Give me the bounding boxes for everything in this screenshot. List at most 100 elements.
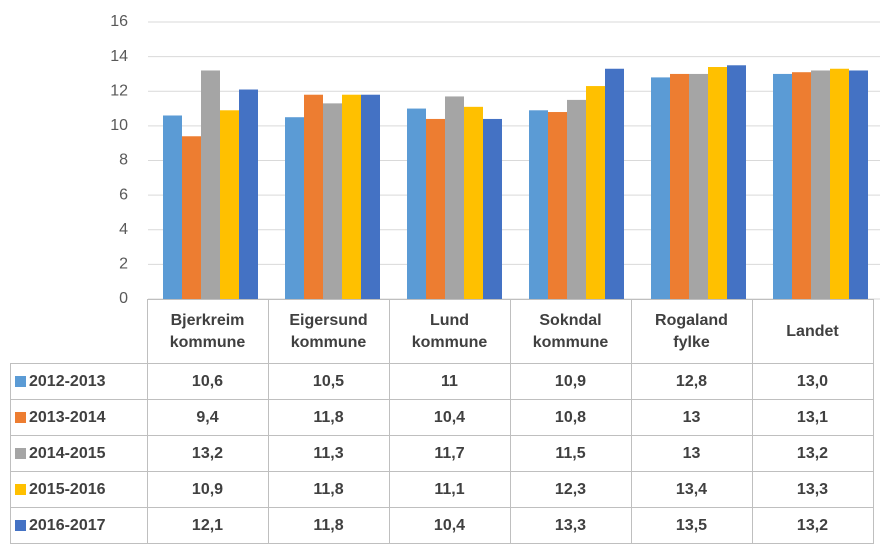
- bar: [426, 118, 445, 299]
- category-label: Sokndal kommune: [509, 299, 632, 364]
- bar: [361, 94, 380, 300]
- data-row: 2013-2014 9,4 11,8 10,4 10,8 13 13,1: [10, 399, 874, 436]
- y-tick-label: 10: [110, 117, 128, 134]
- value-cell: 13,2: [751, 507, 874, 544]
- value-cell: 13,5: [630, 507, 753, 544]
- bar: [182, 136, 201, 299]
- y-tick-label: 8: [119, 152, 128, 169]
- bar: [323, 103, 342, 300]
- bar: [548, 112, 567, 300]
- row-label: 2014-2015: [10, 435, 148, 472]
- bar: [285, 117, 304, 299]
- legend-swatch: [15, 375, 26, 387]
- row-label: 2012-2013: [10, 363, 148, 400]
- value-cell: 13,2: [146, 435, 269, 472]
- bar: [830, 68, 849, 300]
- bar: [605, 68, 624, 300]
- value-cell: 11: [388, 363, 511, 400]
- value-cell: 13,4: [630, 471, 753, 508]
- data-row: 2012-2013 10,6 10,5 11 10,9 12,8 13,0: [10, 363, 874, 400]
- header-row: Bjerkreim kommune Eigersund kommune Lund k…: [10, 299, 874, 364]
- value-cell: 11,7: [388, 435, 511, 472]
- bar: [727, 65, 746, 299]
- category-label: Lund kommune: [388, 299, 511, 364]
- legend-label: 2012-2013: [29, 372, 106, 390]
- data-table: Bjerkreim kommune Eigersund kommune Lund k…: [10, 299, 874, 544]
- row-label: 2013-2014: [10, 399, 148, 436]
- bar: [792, 72, 811, 299]
- y-tick-label: 6: [119, 186, 128, 203]
- row-label: 2015-2016: [10, 471, 148, 508]
- y-tick-label: 2: [119, 256, 128, 273]
- value-cell: 11,8: [267, 471, 390, 508]
- value-cell: 10,9: [509, 363, 632, 400]
- value-cell: 13: [630, 435, 753, 472]
- value-cell: 13,3: [509, 507, 632, 544]
- legend-label: 2014-2015: [29, 444, 106, 462]
- value-cell: 13,1: [751, 399, 874, 436]
- bar: [220, 110, 239, 299]
- bar: [239, 89, 258, 299]
- legend-label: 2015-2016: [29, 480, 106, 498]
- value-cell: 10,5: [267, 363, 390, 400]
- bar: [483, 118, 502, 299]
- y-tick-label: 4: [119, 221, 128, 238]
- legend-swatch: [15, 519, 26, 531]
- bar: [567, 99, 586, 299]
- category-label: Bjerkreim kommune: [146, 299, 269, 364]
- value-cell: 11,3: [267, 435, 390, 472]
- bar: [773, 73, 792, 299]
- bar: [201, 70, 220, 299]
- row-label: 2016-2017: [10, 507, 148, 544]
- category-label: Landet: [751, 299, 874, 364]
- value-cell: 13: [630, 399, 753, 436]
- category-label: Rogaland fylke: [630, 299, 753, 364]
- value-cell: 13,3: [751, 471, 874, 508]
- value-cell: 12,3: [509, 471, 632, 508]
- bar: [529, 110, 548, 299]
- bar: [689, 73, 708, 299]
- value-cell: 11,1: [388, 471, 511, 508]
- corner-cell: [10, 299, 148, 364]
- value-cell: 11,8: [267, 507, 390, 544]
- legend-label: 2016-2017: [29, 516, 106, 534]
- data-row: 2016-2017 12,1 11,8 10,4 13,3 13,5 13,2: [10, 507, 874, 544]
- bar: [163, 115, 182, 299]
- bar: [708, 67, 727, 299]
- bar: [670, 73, 689, 299]
- bar: [464, 106, 483, 299]
- category-label: Eigersund kommune: [267, 299, 390, 364]
- value-cell: 11,8: [267, 399, 390, 436]
- legend-swatch: [15, 483, 26, 495]
- value-cell: 10,9: [146, 471, 269, 508]
- bar: [445, 96, 464, 299]
- bar: [811, 70, 830, 299]
- value-cell: 12,1: [146, 507, 269, 544]
- bar: [586, 86, 605, 300]
- value-cell: 10,4: [388, 507, 511, 544]
- data-row: 2015-2016 10,9 11,8 11,1 12,3 13,4 13,3: [10, 471, 874, 508]
- value-cell: 13,0: [751, 363, 874, 400]
- value-cell: 11,5: [509, 435, 632, 472]
- value-cell: 10,4: [388, 399, 511, 436]
- value-cell: 12,8: [630, 363, 753, 400]
- bar: [304, 94, 323, 300]
- value-cell: 10,6: [146, 363, 269, 400]
- bar: [342, 94, 361, 300]
- legend-label: 2013-2014: [29, 408, 106, 426]
- y-tick-label: 0: [119, 290, 128, 307]
- value-cell: 13,2: [751, 435, 874, 472]
- y-tick-label: 16: [110, 13, 128, 30]
- value-cell: 9,4: [146, 399, 269, 436]
- bar: [651, 77, 670, 300]
- y-tick-label: 12: [110, 82, 128, 99]
- y-tick-label: 14: [110, 48, 128, 65]
- bar: [407, 108, 426, 299]
- legend-swatch: [15, 447, 26, 459]
- data-row: 2014-2015 13,2 11,3 11,7 11,5 13 13,2: [10, 435, 874, 472]
- value-cell: 10,8: [509, 399, 632, 436]
- legend-swatch: [15, 411, 26, 423]
- bar: [849, 70, 868, 299]
